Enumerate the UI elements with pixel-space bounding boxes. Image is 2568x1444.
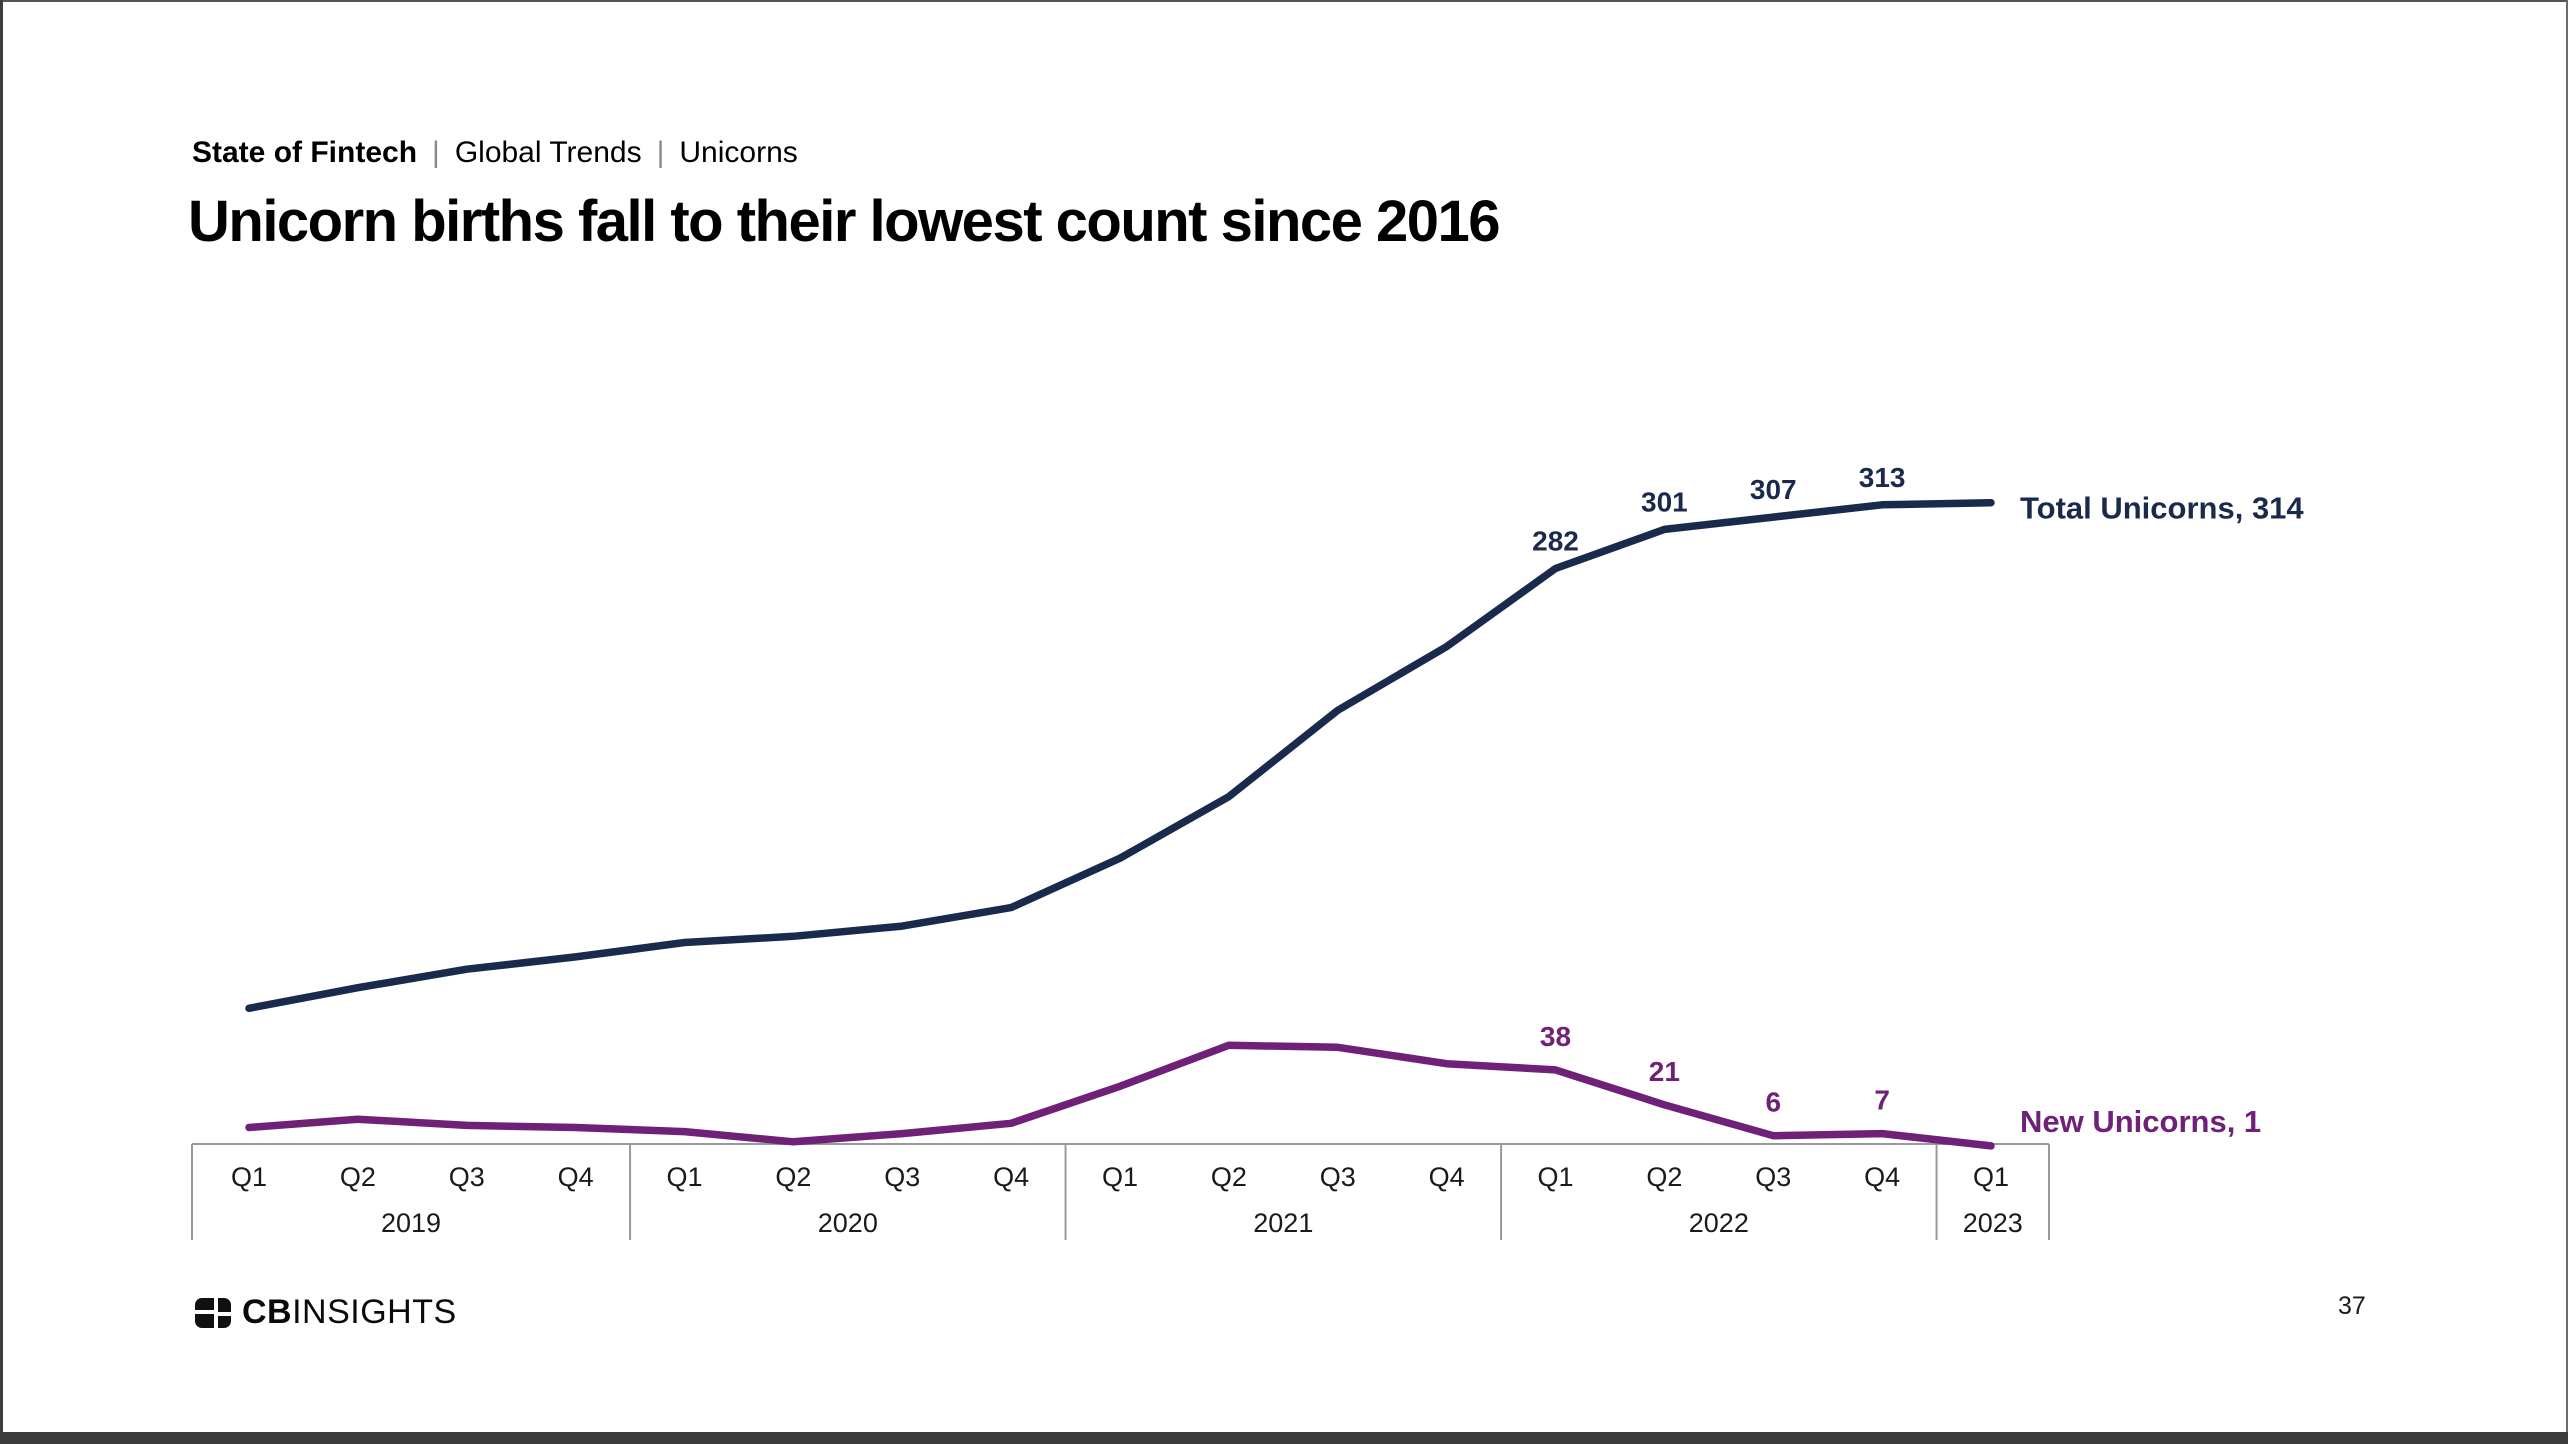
axis-quarter-label: Q4 bbox=[1864, 1162, 1900, 1192]
axis-quarter-label: Q3 bbox=[884, 1162, 920, 1192]
breadcrumb-separator: | bbox=[656, 136, 665, 169]
total-unicorns-point-label: 307 bbox=[1750, 474, 1797, 505]
axis-year-label: 2022 bbox=[1689, 1208, 1749, 1238]
axis-quarter-label: Q2 bbox=[1211, 1162, 1247, 1192]
breadcrumb-item-state-of-fintech: State of Fintech bbox=[192, 136, 418, 169]
axis-quarter-label: Q4 bbox=[558, 1162, 594, 1192]
page-title: Unicorn births fall to their lowest coun… bbox=[188, 189, 1501, 254]
axis-quarter-label: Q2 bbox=[775, 1162, 811, 1192]
total-unicorns-point-label: 301 bbox=[1641, 486, 1688, 517]
axis-quarter-label: Q3 bbox=[1755, 1162, 1791, 1192]
axis-quarter-label: Q4 bbox=[1429, 1162, 1465, 1192]
breadcrumb-item-global-trends: Global Trends bbox=[454, 136, 642, 169]
axis-quarter-label: Q1 bbox=[1102, 1162, 1138, 1192]
cbinsights-logo: CBINSIGHTS bbox=[195, 1293, 457, 1332]
new-unicorns-line bbox=[245, 1041, 1995, 1150]
breadcrumb-item-unicorns: Unicorns bbox=[679, 136, 798, 169]
new-unicorns-point-label: 7 bbox=[1874, 1085, 1890, 1116]
new-unicorns-point-label: 38 bbox=[1540, 1021, 1571, 1052]
cbinsights-logo-text: CBINSIGHTS bbox=[242, 1293, 457, 1331]
cbinsights-logo-icon bbox=[195, 1297, 231, 1328]
axis-quarter-label: Q4 bbox=[993, 1162, 1029, 1192]
axis-year-label: 2023 bbox=[1963, 1208, 2023, 1238]
total-unicorns-line bbox=[245, 498, 1995, 1013]
axis-quarter-label: Q2 bbox=[1646, 1162, 1682, 1192]
new-unicorns-end-label: New Unicorns, 1 bbox=[2020, 1104, 2261, 1139]
axis-year-label: 2020 bbox=[818, 1208, 878, 1238]
axis-quarter-label: Q1 bbox=[231, 1162, 267, 1192]
new-unicorns-point-label: 21 bbox=[1649, 1056, 1680, 1087]
axis-quarter-label: Q3 bbox=[1320, 1162, 1356, 1192]
total-unicorns-point-label: 313 bbox=[1859, 462, 1906, 493]
new-unicorns-point-label: 6 bbox=[1765, 1087, 1781, 1118]
axis-quarter-label: Q3 bbox=[449, 1162, 485, 1192]
total-unicorns-point-label: 282 bbox=[1532, 526, 1579, 557]
axis-quarter-label: Q2 bbox=[340, 1162, 376, 1192]
slide-bottom-edge bbox=[0, 1432, 2568, 1444]
breadcrumb: State of Fintech | Global Trends | Unico… bbox=[192, 136, 798, 170]
breadcrumb-separator: | bbox=[432, 136, 440, 169]
slide-left-edge bbox=[0, 0, 3, 1444]
page-number: 37 bbox=[2338, 1292, 2366, 1320]
slide-right-edge bbox=[2566, 0, 2568, 1444]
axis-year-label: 2019 bbox=[381, 1208, 441, 1238]
total-unicorns-end-label: Total Unicorns, 314 bbox=[2020, 491, 2304, 526]
axis-quarter-label: Q1 bbox=[666, 1162, 702, 1192]
axis-quarter-label: Q1 bbox=[1973, 1162, 2009, 1192]
axis-year-label: 2021 bbox=[1253, 1208, 1313, 1238]
slide-top-edge bbox=[0, 0, 2568, 2]
axis-quarter-label: Q1 bbox=[1537, 1162, 1573, 1192]
